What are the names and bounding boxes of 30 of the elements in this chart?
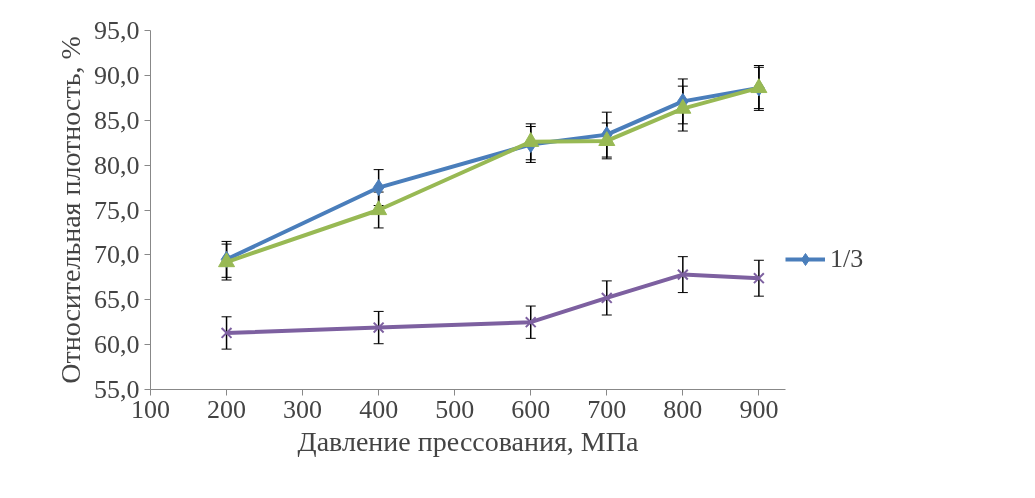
- point: [372, 179, 385, 197]
- y-tick-label: 90,0: [94, 60, 140, 90]
- y-tick-label: 75,0: [94, 195, 140, 225]
- point: [674, 98, 692, 114]
- y-tick-label: 85,0: [94, 105, 140, 135]
- y-tick-label: 70,0: [94, 240, 140, 270]
- point: [600, 292, 613, 304]
- x-tick-label: 800: [663, 394, 703, 424]
- x-axis-title: Давление прессования, МПа: [297, 425, 639, 457]
- x-tick-label: 900: [739, 394, 779, 424]
- y-tick-label: 95,0: [94, 16, 140, 45]
- point: [370, 200, 388, 216]
- y-tick-label: 65,0: [94, 285, 140, 315]
- point: [372, 321, 385, 334]
- legend-label: 1/3: [830, 244, 864, 274]
- x-tick-label: 600: [511, 394, 551, 424]
- point: [524, 316, 537, 329]
- x-tick-label: 200: [207, 394, 247, 424]
- y-tick-label: 80,0: [94, 150, 140, 180]
- y-axis-title: Относительная плотность, %: [55, 36, 86, 384]
- x-tick-label: 400: [359, 394, 399, 424]
- point: [598, 131, 616, 147]
- point: [220, 327, 233, 339]
- point: [522, 132, 540, 147]
- x-tick-label: 700: [587, 394, 627, 424]
- point: [676, 268, 689, 281]
- x-tick-label: 500: [435, 394, 475, 424]
- x-tick-label: 300: [283, 394, 323, 424]
- y-tick-label: 60,0: [94, 330, 140, 360]
- point: [752, 272, 765, 285]
